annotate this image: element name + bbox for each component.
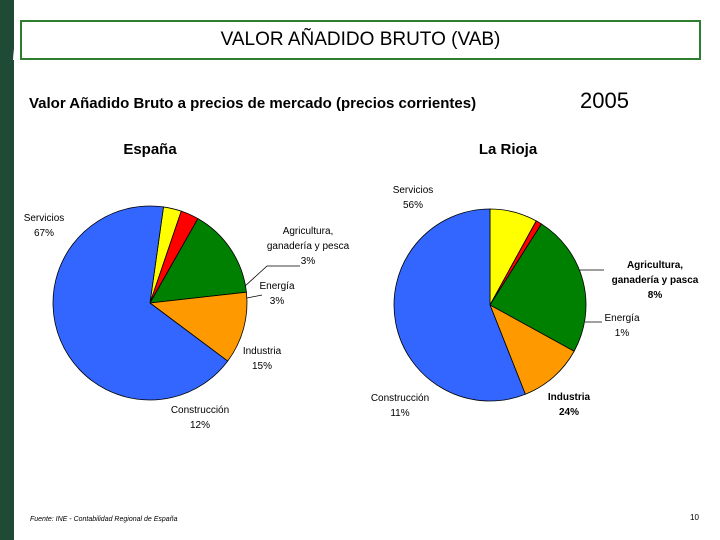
slice-percent: 15% xyxy=(252,361,272,372)
pie-slice-industria xyxy=(149,218,247,304)
page-number: 10 xyxy=(690,513,699,522)
pie-slice-servicios xyxy=(393,208,526,402)
page-subtitle: Valor Añadido Bruto a precios de mercado… xyxy=(29,95,477,112)
pie-slice-construccion xyxy=(489,304,575,395)
slice-label: Agricultura, ganadería y pasca 8% xyxy=(612,260,699,301)
slice-percent: 11% xyxy=(390,408,409,419)
slice-percent: 3% xyxy=(270,296,285,307)
slice-label: Servicios 67% xyxy=(24,213,65,239)
slice-label: Energía 1% xyxy=(604,313,639,339)
slice-percent: 12% xyxy=(190,420,210,431)
slice-percent: 3% xyxy=(301,256,316,267)
pie-chart-2: La Rioja Agricultura, ganadería y pasca 8% E… xyxy=(371,141,699,419)
pie-slice-servicios xyxy=(52,205,229,401)
page-title: VALOR AÑADIDO BRUTO (VAB) xyxy=(220,29,501,50)
source-note: Fuente: INE - Contabilidad Regional de E… xyxy=(30,516,178,523)
pie-slice-industria xyxy=(489,223,587,352)
slice-percent: 67% xyxy=(34,228,54,239)
slice-label: Construcción 11% xyxy=(371,393,429,419)
left-accent-bar xyxy=(0,0,14,540)
chart-title: España xyxy=(123,141,177,158)
slice-percent: 1% xyxy=(615,328,630,339)
slice-label: Energía 3% xyxy=(259,281,294,307)
title-box: VALOR AÑADIDO BRUTO (VAB) xyxy=(20,20,701,60)
slice-percent: 56% xyxy=(403,200,423,211)
year-label: 2005 xyxy=(580,88,629,113)
chart-title: La Rioja xyxy=(479,141,538,158)
pie-chart-1: España Agricultura, ganadería y pesca 3% Ene… xyxy=(24,141,350,431)
slice-label: Industria 15% xyxy=(243,346,282,372)
slice-percent: 24% xyxy=(559,407,579,418)
leader-line xyxy=(243,265,300,288)
slice-percent: 8% xyxy=(648,290,663,301)
slice-label: Agricultura, ganadería y pesca 3% xyxy=(267,226,350,267)
slice-label: Construcción 12% xyxy=(171,405,229,431)
pie-slice-construccion xyxy=(148,291,248,362)
slice-label: Industria 24% xyxy=(548,392,591,418)
leader-line xyxy=(246,294,263,299)
slice-label: Servicios 56% xyxy=(393,185,434,211)
